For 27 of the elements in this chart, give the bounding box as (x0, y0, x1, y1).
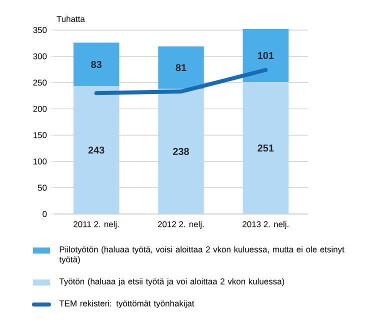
bar (158, 88, 204, 214)
y-tick-label: 50 (38, 184, 47, 191)
bar (242, 28, 289, 82)
x-tick-label: 2013 2. nelj. (242, 221, 288, 229)
bar (73, 42, 120, 86)
bar (73, 86, 120, 214)
y-tick-label: 350 (33, 27, 47, 34)
data-label: 101 (258, 52, 274, 60)
data-label: 83 (91, 60, 102, 68)
legend-label: Työtön (haluaa ja etsii työtä ja voi aloittaa 2 vkon kuluessa) (59, 278, 284, 286)
bar (158, 46, 204, 89)
legend-label: Piilotyötön (haluaa työtä, voisi aloittaa 2 vkon kuluessa, mutta ei ole etsinyt työtä) (59, 246, 344, 264)
data-label: 81 (176, 64, 186, 72)
y-tick-label: 200 (33, 106, 47, 112)
y-tick-label: 100 (34, 158, 47, 164)
x-tick-label: 2012 2. nelj. (158, 221, 204, 229)
data-label: 251 (258, 144, 274, 152)
y-axis-title: Tuhatta (56, 16, 85, 22)
x-tick-label: 2011 2. nelj. (74, 221, 119, 229)
legend-label: TEM rekisteri: työttömät työnhakijat (59, 300, 194, 308)
y-tick-label: 250 (33, 80, 47, 86)
y-tick-label: 150 (34, 132, 47, 138)
y-tick-label: 0 (42, 211, 47, 217)
data-label: 243 (88, 146, 104, 154)
y-tick-label: 300 (33, 53, 47, 60)
bar (242, 82, 289, 214)
data-label: 238 (173, 148, 190, 155)
